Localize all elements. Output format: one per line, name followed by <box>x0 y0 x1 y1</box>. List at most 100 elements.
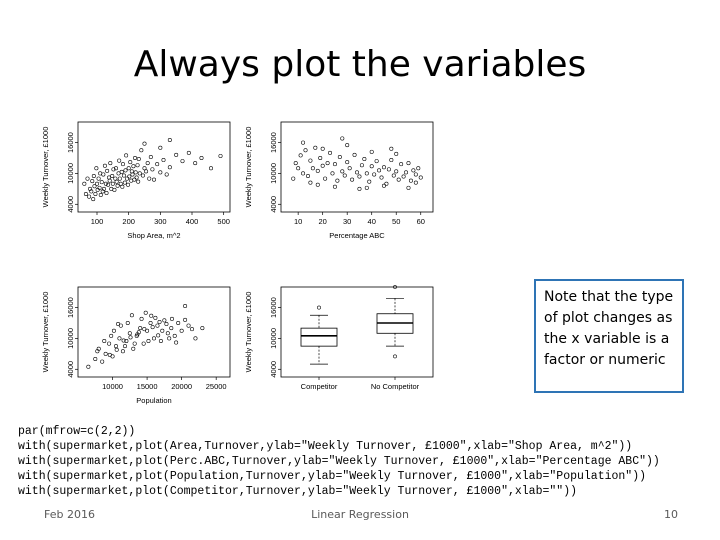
data-point <box>384 181 389 186</box>
data-point <box>352 152 357 157</box>
data-point <box>315 182 320 187</box>
note-box: Note that the type of plot changes as th… <box>534 279 684 393</box>
scatter-perc-abc-panel: 4000 10000 16000 Weekly Turnover, £1000 10 20… <box>243 116 443 248</box>
data-point <box>126 182 131 187</box>
y-axis-label: Weekly Turnover, £1000 <box>244 127 253 208</box>
x-tick-label: No Competitor <box>371 382 420 391</box>
data-point <box>172 333 177 338</box>
data-point <box>372 172 377 177</box>
data-point <box>404 170 409 175</box>
data-point <box>105 168 110 173</box>
boxplot-competitor-chart: 4000 10000 16000 Weekly Turnover, £1000 Comp… <box>244 285 434 391</box>
data-point <box>401 174 406 179</box>
data-point <box>148 154 153 159</box>
data-point <box>347 166 352 171</box>
data-point <box>355 170 360 175</box>
data-point <box>114 179 119 184</box>
data-point <box>142 327 147 332</box>
data-point <box>117 176 122 181</box>
data-point <box>147 176 152 181</box>
data-point <box>133 155 138 160</box>
data-point <box>394 169 399 174</box>
data-point <box>94 181 99 186</box>
data-point <box>127 331 132 336</box>
data-point <box>328 150 333 155</box>
data-point <box>174 340 179 345</box>
code-line: with(supermarket,plot(Population,Turnove… <box>18 470 647 483</box>
plot-frame <box>280 121 434 213</box>
data-point <box>330 171 335 176</box>
data-point <box>413 172 418 177</box>
x-tick-label: 300 <box>154 217 167 226</box>
data-point <box>413 180 418 185</box>
outlier-point <box>393 285 397 289</box>
plot-frame <box>77 121 231 213</box>
data-point <box>120 162 125 167</box>
data-point <box>98 193 103 198</box>
data-point <box>335 178 340 183</box>
data-point <box>152 177 157 182</box>
x-tick-label: 20 <box>319 217 327 226</box>
data-point <box>90 179 95 184</box>
data-point <box>308 158 313 163</box>
data-point <box>123 168 128 173</box>
data-point <box>131 346 136 351</box>
data-point <box>111 328 116 333</box>
data-point <box>340 136 345 141</box>
data-point <box>143 310 148 315</box>
x-tick-label: 20000 <box>171 382 192 391</box>
data-point <box>148 320 153 325</box>
y-tick-label: 4000 <box>269 196 278 213</box>
data-point <box>109 333 114 338</box>
data-point <box>99 180 104 185</box>
y-tick-label: 4000 <box>66 361 75 378</box>
y-tick-label: 16000 <box>269 297 278 318</box>
x-tick-label: 400 <box>186 217 199 226</box>
data-point <box>146 338 151 343</box>
data-point <box>128 335 133 340</box>
data-point <box>399 162 404 167</box>
data-point <box>293 161 298 166</box>
data-point <box>138 326 143 331</box>
x-tick-label: 100 <box>91 217 104 226</box>
data-point <box>135 163 140 168</box>
data-point <box>406 161 411 166</box>
data-point <box>193 336 198 341</box>
y-tick-label: 16000 <box>269 132 278 153</box>
data-point <box>93 192 98 197</box>
data-point <box>129 313 134 318</box>
data-point <box>199 155 204 160</box>
x-tick-label: 50 <box>392 217 400 226</box>
data-point <box>200 326 205 331</box>
data-point <box>150 167 155 172</box>
data-point <box>122 344 127 349</box>
data-point <box>149 313 154 318</box>
x-tick-label: 15000 <box>137 382 158 391</box>
data-point <box>310 166 315 171</box>
data-point <box>114 347 119 352</box>
scatter-population-panel: 4000 10000 16000 Weekly Turnover, £1000 1000… <box>40 281 240 413</box>
x-axis-label: Percentage ABC <box>329 231 385 240</box>
data-point <box>303 148 308 153</box>
data-point <box>364 171 369 176</box>
data-point <box>315 168 320 173</box>
data-point <box>209 166 214 171</box>
data-point <box>389 146 394 151</box>
data-point <box>87 194 92 199</box>
footer-date: Feb 2016 <box>44 508 95 521</box>
data-point <box>139 316 144 321</box>
data-point <box>183 304 188 309</box>
x-tick-label: 10 <box>294 217 302 226</box>
data-point <box>91 173 96 178</box>
y-tick-label: 10000 <box>269 163 278 184</box>
y-tick-label: 4000 <box>66 196 75 213</box>
data-point <box>179 328 184 333</box>
y-tick-label: 10000 <box>269 328 278 349</box>
data-point <box>97 185 102 190</box>
data-point <box>164 322 169 327</box>
data-point <box>82 181 87 186</box>
data-point <box>332 162 337 167</box>
data-point <box>418 175 423 180</box>
data-point <box>114 344 119 349</box>
data-point <box>95 187 100 192</box>
